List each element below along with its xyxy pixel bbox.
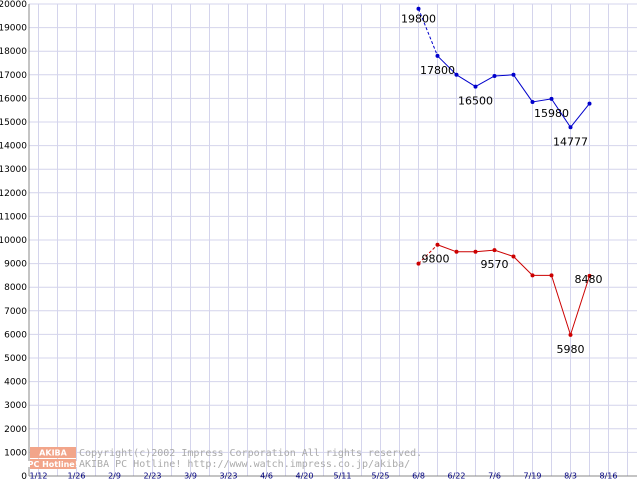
y-tick-label: 2000 bbox=[4, 425, 27, 435]
x-tick-label: 2/9 bbox=[108, 472, 121, 480]
y-tick-label: 1000 bbox=[4, 448, 27, 458]
series-segment bbox=[551, 98, 571, 128]
data-label: 14777 bbox=[553, 135, 588, 148]
data-point bbox=[530, 273, 535, 278]
series-segment bbox=[418, 8, 438, 57]
series-segment bbox=[570, 275, 590, 336]
y-tick-label: 5000 bbox=[4, 354, 27, 364]
series-segment bbox=[551, 275, 571, 336]
data-point bbox=[568, 332, 573, 337]
chart-grid bbox=[29, 3, 637, 477]
series-segment bbox=[494, 249, 514, 257]
x-tick-label: 3/9 bbox=[184, 472, 197, 480]
y-tick-label: 16000 bbox=[0, 94, 27, 104]
y-tick-label: 18000 bbox=[0, 47, 27, 57]
y-tick-label: 7000 bbox=[4, 307, 27, 317]
y-tick-label: 17000 bbox=[0, 71, 27, 81]
x-tick-label: 4/6 bbox=[260, 472, 273, 480]
x-tick-label: 6/22 bbox=[448, 472, 466, 480]
y-tick-label: 20000 bbox=[0, 0, 27, 10]
data-label: 16500 bbox=[458, 95, 493, 108]
series-segment bbox=[456, 74, 476, 88]
data-label: 9570 bbox=[481, 258, 509, 271]
chart-series: 19800 17800 16500 15980 14777 9800 9570 5980 848… bbox=[401, 6, 603, 356]
chart-axes bbox=[28, 4, 637, 477]
series-segment bbox=[494, 74, 514, 77]
x-tick-label: 6/8 bbox=[412, 472, 425, 480]
data-point bbox=[416, 261, 421, 266]
data-point bbox=[492, 73, 497, 78]
data-point bbox=[530, 99, 535, 104]
series-segment bbox=[513, 74, 533, 103]
data-label: 15980 bbox=[534, 107, 569, 120]
x-tick-label: 3/23 bbox=[220, 472, 238, 480]
logo-bottom-text: PC Hotline! bbox=[28, 460, 79, 469]
y-tick-label: 15000 bbox=[0, 118, 27, 128]
y-tick-label: 10000 bbox=[0, 236, 27, 246]
data-point bbox=[454, 72, 459, 77]
data-point bbox=[416, 6, 421, 11]
series-segment bbox=[513, 256, 533, 276]
x-tick-label: 5/11 bbox=[334, 472, 352, 480]
x-tick-label: 7/19 bbox=[524, 472, 542, 480]
y-tick-label: 19000 bbox=[0, 24, 27, 34]
data-point bbox=[492, 248, 497, 253]
data-point bbox=[435, 53, 440, 58]
series-segment bbox=[570, 103, 590, 128]
logo-top-text: AKIBA bbox=[39, 449, 67, 458]
y-tick-label: 9000 bbox=[4, 260, 27, 270]
series-segment bbox=[437, 244, 457, 253]
data-label: 19800 bbox=[401, 13, 436, 26]
logo-top-box bbox=[30, 447, 76, 458]
data-label: 17800 bbox=[420, 64, 455, 77]
data-point bbox=[473, 84, 478, 89]
series-0: 19800 17800 16500 15980 14777 bbox=[401, 6, 592, 148]
series-segment bbox=[418, 244, 438, 264]
x-tick-label: 5/25 bbox=[372, 472, 390, 480]
data-label: 8480 bbox=[575, 273, 603, 286]
series-segment bbox=[437, 55, 457, 76]
site-url-line: AKIBA PC Hotline! http://www.watch.impre… bbox=[79, 459, 410, 470]
x-tick-label: 1/26 bbox=[68, 472, 86, 480]
data-point bbox=[435, 242, 440, 247]
y-axis-ticks: 0 1000 2000 3000 4000 5000 6000 7000 8000 9000 100… bbox=[0, 0, 27, 480]
x-axis-ticks: 1/12 1/26 2/9 2/23 3/9 3/23 4/6 4/20 5/11 5/25 6/8… bbox=[30, 472, 618, 480]
y-tick-label: 3000 bbox=[4, 401, 27, 411]
data-point bbox=[511, 72, 516, 77]
data-label: 5980 bbox=[557, 343, 585, 356]
y-tick-label: 6000 bbox=[4, 330, 27, 340]
copyright-line: Copyright(c)2002 Impress Corporation All… bbox=[79, 448, 422, 459]
y-tick-label: 13000 bbox=[0, 165, 27, 175]
x-tick-label: 7/6 bbox=[488, 472, 501, 480]
data-point bbox=[454, 249, 459, 254]
y-tick-label: 8000 bbox=[4, 283, 27, 293]
series-segment bbox=[475, 75, 495, 88]
data-point bbox=[549, 273, 554, 278]
series-segment bbox=[532, 98, 552, 103]
y-tick-label: 12000 bbox=[0, 189, 27, 199]
data-point bbox=[587, 273, 592, 278]
y-tick-label: 14000 bbox=[0, 142, 27, 152]
x-tick-label: 2/23 bbox=[144, 472, 162, 480]
data-point bbox=[587, 101, 592, 106]
x-tick-label: 4/20 bbox=[296, 472, 314, 480]
y-tick-label: 11000 bbox=[0, 212, 27, 222]
y-tick-label: 0 bbox=[21, 472, 27, 480]
data-label: 9800 bbox=[422, 253, 450, 266]
data-point bbox=[473, 249, 478, 254]
data-point bbox=[568, 125, 573, 130]
x-tick-label: 8/3 bbox=[564, 472, 577, 480]
series-1: 9800 9570 5980 8480 bbox=[416, 242, 603, 356]
data-point bbox=[549, 96, 554, 101]
x-tick-label: 8/16 bbox=[600, 472, 618, 480]
copyright-watermark: AKIBA PC Hotline! Copyright(c)2002 Impre… bbox=[28, 447, 422, 470]
x-tick-label: 1/12 bbox=[30, 472, 48, 480]
series-segment bbox=[475, 249, 495, 253]
data-point bbox=[511, 254, 516, 259]
logo-bottom-box bbox=[30, 459, 76, 469]
y-tick-label: 4000 bbox=[4, 378, 27, 388]
